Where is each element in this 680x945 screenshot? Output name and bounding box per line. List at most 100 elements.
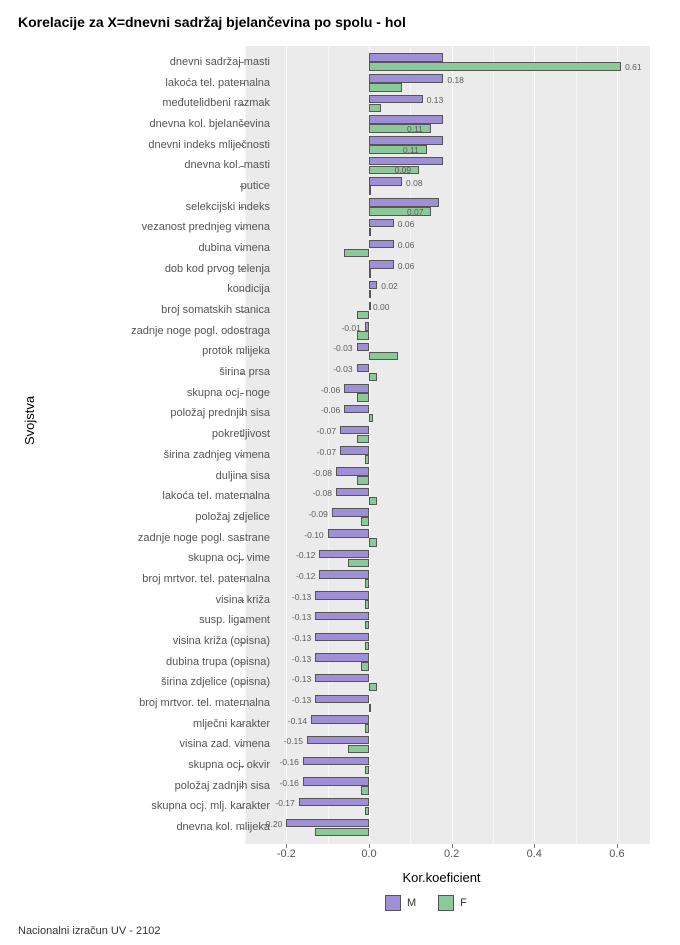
table-row: 0.08: [245, 176, 650, 197]
category-label: položaj zadnjih sisa: [175, 780, 270, 792]
table-row: -0.12: [245, 548, 650, 569]
table-row: -0.07: [245, 445, 650, 466]
y-tick-mark: [240, 517, 244, 518]
category-label: položaj prednjih sisa: [170, 407, 270, 419]
y-tick-mark: [240, 83, 244, 84]
value-label: 0.07: [407, 207, 424, 217]
table-row: -0.08: [245, 486, 650, 507]
y-tick-mark: [240, 766, 244, 767]
table-row: 0.07: [245, 197, 650, 218]
value-label: -0.03: [333, 343, 352, 353]
y-tick-mark: [240, 228, 244, 229]
y-tick-mark: [240, 269, 244, 270]
bar-f: [369, 414, 373, 423]
bar-f: [361, 786, 369, 795]
value-label: -0.07: [317, 426, 336, 436]
value-label: 0.61: [625, 62, 642, 72]
category-label: položaj zdjelice: [195, 511, 270, 523]
bar-f: [357, 435, 369, 444]
table-row: -0.06: [245, 383, 650, 404]
legend-swatch-f: [438, 895, 454, 911]
bar-f: [357, 476, 369, 485]
bar-m: [315, 674, 369, 683]
bar-f: [369, 683, 377, 692]
table-row: -0.12: [245, 569, 650, 590]
y-tick-mark: [240, 393, 244, 394]
bar-m: [336, 467, 369, 476]
y-tick-mark: [240, 166, 244, 167]
bar-f: [348, 559, 369, 568]
bar-m: [369, 260, 394, 269]
y-tick-mark: [240, 621, 244, 622]
value-label: 0.06: [398, 219, 415, 229]
bar-m: [365, 322, 369, 331]
x-tick-label: 0.2: [444, 848, 459, 860]
value-label: -0.15: [284, 736, 303, 746]
value-label: -0.06: [321, 385, 340, 395]
bar-m: [315, 612, 369, 621]
value-label: -0.13: [292, 592, 311, 602]
category-label: međutelidbeni razmak: [162, 97, 270, 109]
bar-m: [315, 653, 369, 662]
value-label: -0.14: [288, 716, 307, 726]
bar-f: [365, 600, 369, 609]
bar-f: [369, 352, 398, 361]
category-label: širina zdjelice (opisna): [161, 676, 270, 688]
bar-f: [365, 579, 369, 588]
bar-f: [369, 704, 371, 713]
category-label: dob kod prvog telenja: [165, 263, 270, 275]
bar-m: [369, 198, 439, 207]
value-label: -0.17: [275, 798, 294, 808]
category-label: broj somatskih stanica: [161, 304, 270, 316]
bar-m: [369, 136, 443, 145]
value-label: -0.13: [292, 695, 311, 705]
bar-f: [365, 455, 369, 464]
y-tick-mark: [240, 104, 244, 105]
bar-f: [369, 538, 377, 547]
table-row: 0.00: [245, 300, 650, 321]
value-label: -0.13: [292, 633, 311, 643]
bar-f: [369, 373, 377, 382]
category-label: selekcijski indeks: [186, 201, 270, 213]
bar-m: [369, 219, 394, 228]
bar-f: [365, 621, 369, 630]
y-tick-mark: [240, 207, 244, 208]
value-label: -0.06: [321, 405, 340, 415]
table-row: -0.17: [245, 796, 650, 817]
y-tick-mark: [240, 704, 244, 705]
bar-m: [344, 405, 369, 414]
bar-m: [369, 281, 377, 290]
y-tick-mark: [240, 145, 244, 146]
bar-m: [369, 95, 423, 104]
value-label: 0.11: [407, 124, 423, 134]
value-label: -0.10: [304, 530, 323, 540]
value-label: -0.16: [279, 757, 298, 767]
category-label: skupna ocj. vime: [188, 552, 270, 564]
bar-f: [365, 642, 369, 651]
bar-f: [369, 62, 621, 71]
value-label: -0.08: [313, 468, 332, 478]
category-label: dnevni indeks mliječnosti: [148, 139, 270, 151]
y-tick-mark: [240, 414, 244, 415]
bar-m: [315, 695, 369, 704]
x-tick-label: -0.2: [277, 848, 296, 860]
category-label: zadnje noge pogl. sastrane: [138, 532, 270, 544]
bar-m: [307, 736, 369, 745]
bar-f: [369, 186, 371, 195]
category-label: putice: [241, 180, 270, 192]
table-row: -0.07: [245, 424, 650, 445]
value-label: -0.01: [341, 323, 360, 333]
y-tick-mark: [240, 642, 244, 643]
value-label: -0.12: [296, 571, 315, 581]
bar-m: [340, 446, 369, 455]
y-tick-mark: [240, 662, 244, 663]
bar-m: [303, 757, 369, 766]
bar-m: [315, 633, 369, 642]
value-label: -0.13: [292, 654, 311, 664]
category-label: dnevna kol. masti: [184, 159, 270, 171]
table-row: 0.06: [245, 217, 650, 238]
bar-f: [369, 269, 371, 278]
table-row: -0.09: [245, 507, 650, 528]
category-label: broj mrtvor. tel. paternalna: [142, 573, 270, 585]
table-row: -0.16: [245, 776, 650, 797]
